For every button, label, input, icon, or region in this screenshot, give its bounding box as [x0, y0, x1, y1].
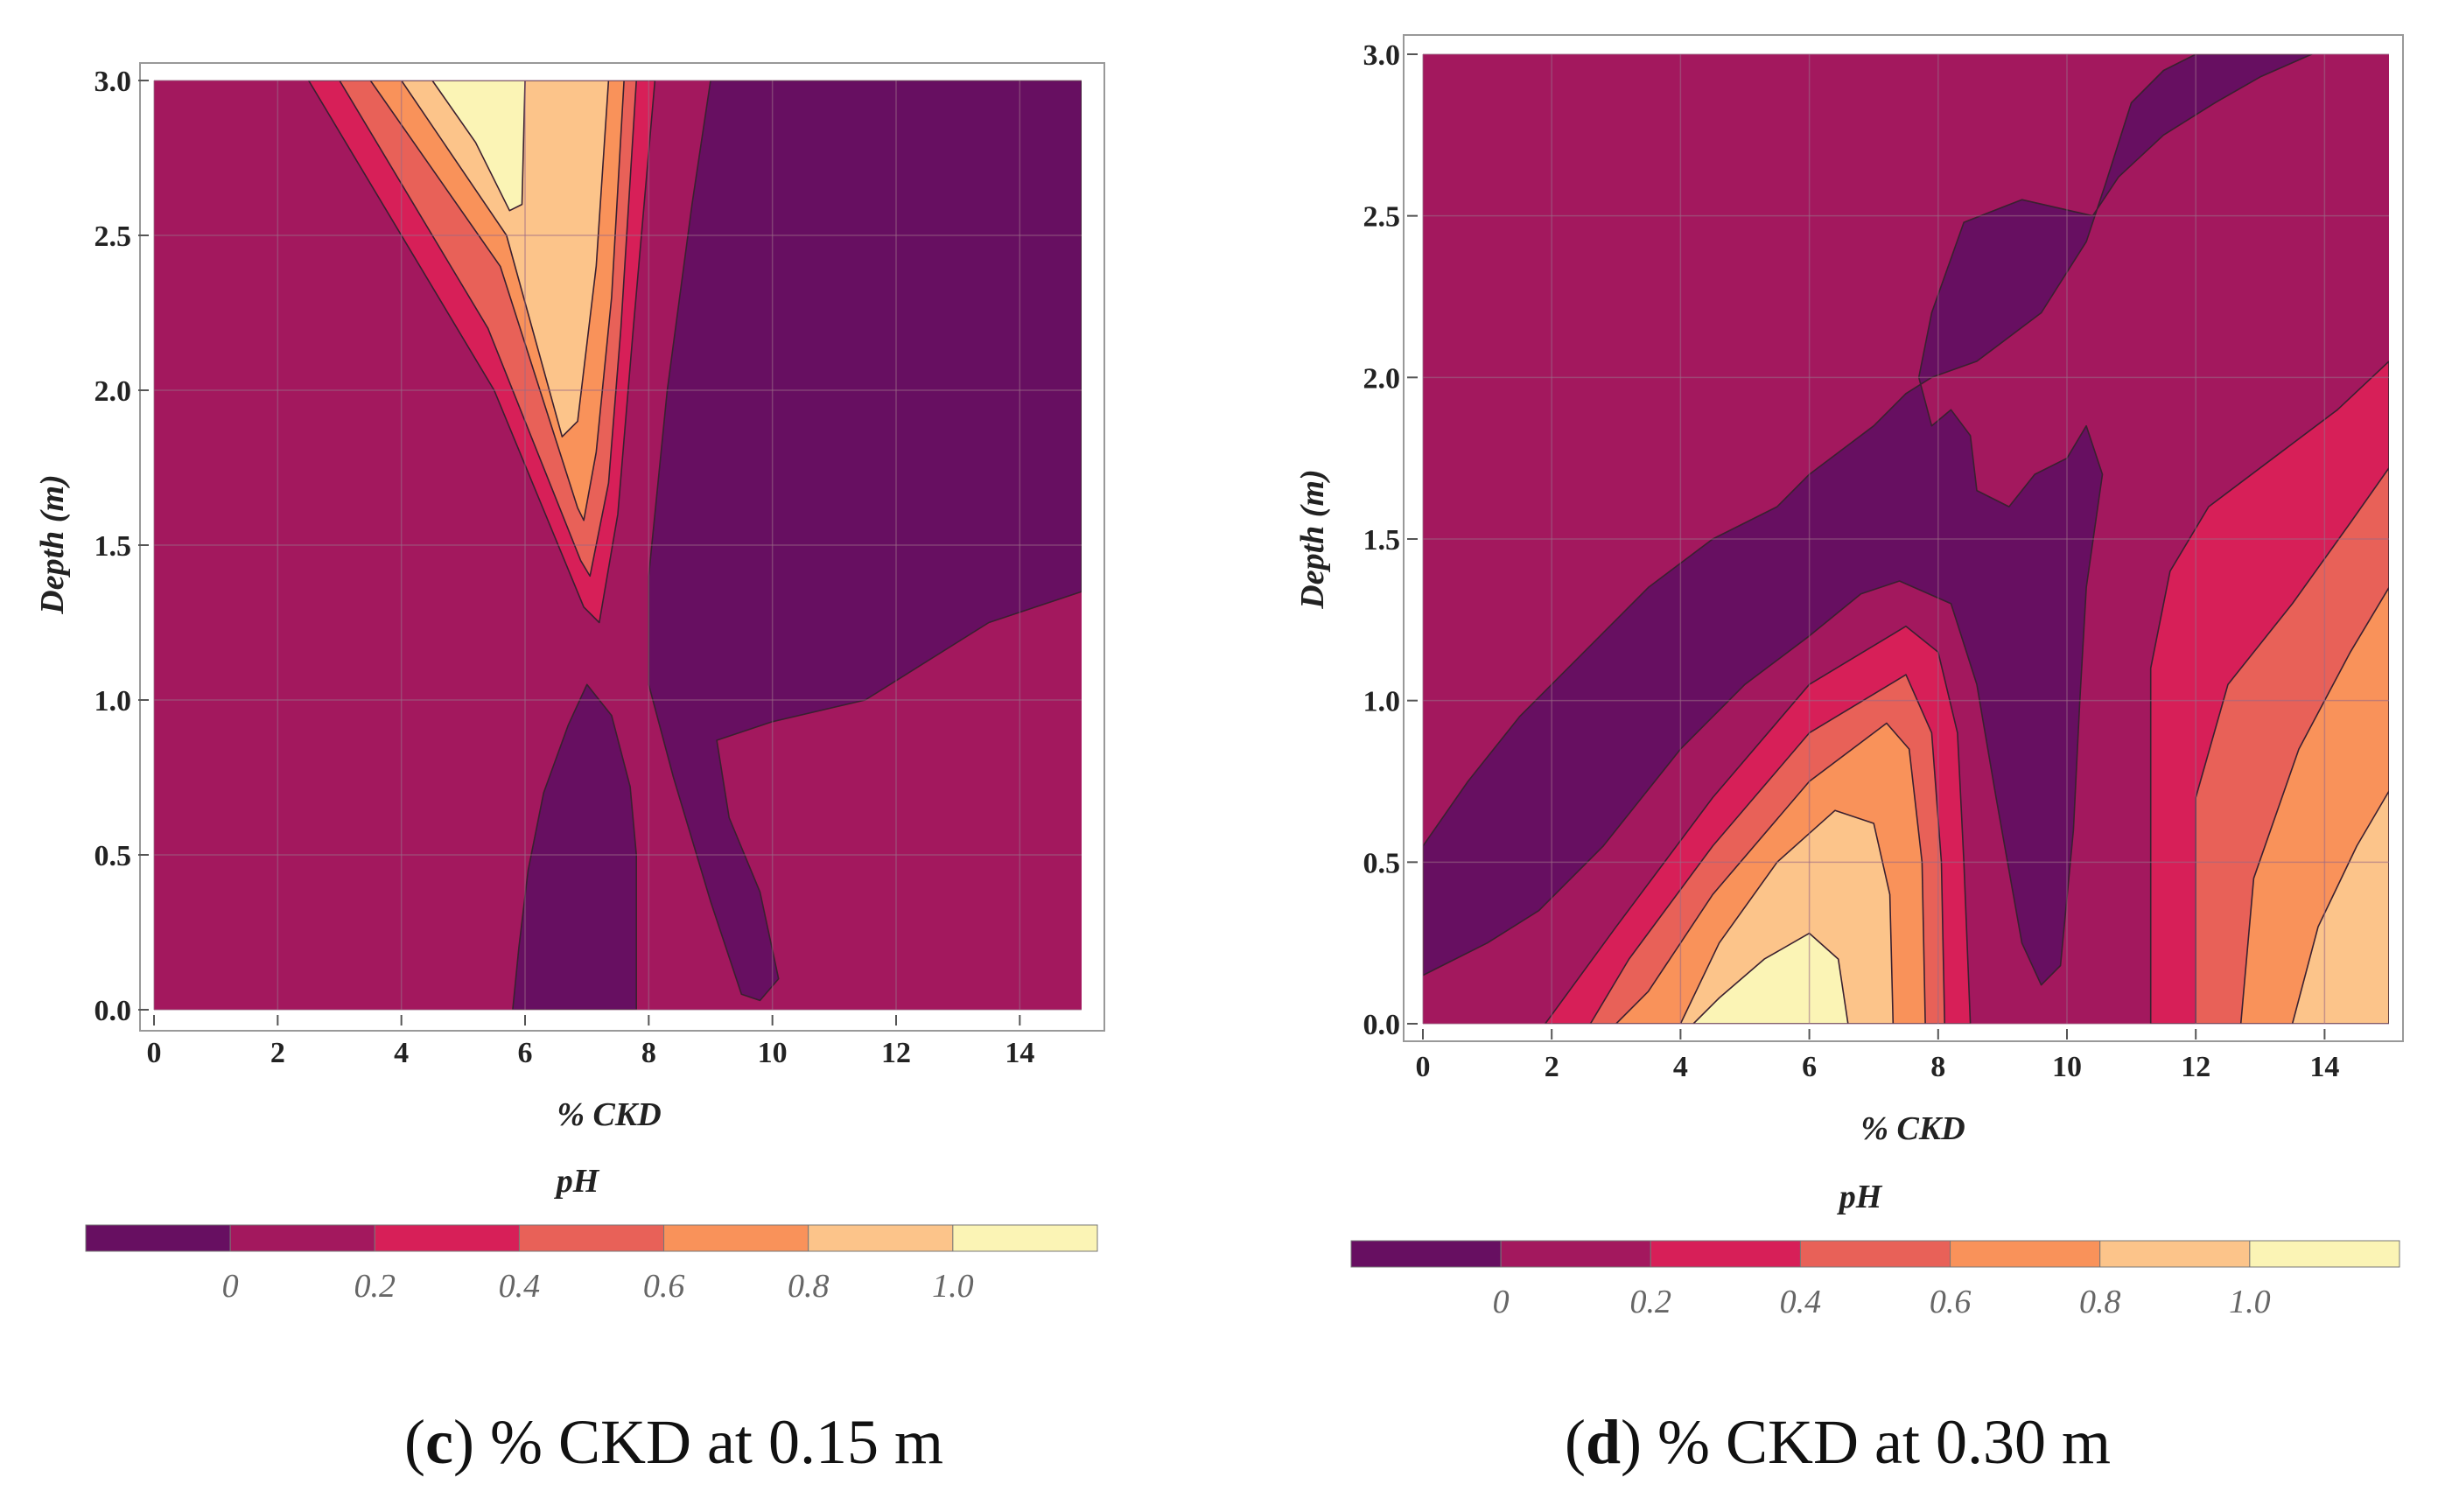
- caption-letter-d: d: [1586, 1407, 1621, 1477]
- x-tick-label: 2: [1545, 1051, 1559, 1083]
- y-tick-label: 1.0: [95, 685, 132, 718]
- contour-region-band-08-10: [2291, 790, 2389, 1024]
- colorbar-tick-label: 0.6: [643, 1268, 685, 1305]
- y-axis-label-d: Depth (m): [1294, 469, 1331, 609]
- y-tick-label: 0.5: [1363, 847, 1401, 879]
- colorbar-tick-label: 0: [1493, 1284, 1510, 1320]
- y-tick-label: 0.0: [95, 995, 132, 1027]
- colorbar-swatch-band-0-02: [229, 1224, 375, 1252]
- colorbar-swatch-band-lt0: [85, 1224, 231, 1252]
- caption-text-c: % CKD at 0.15 m: [490, 1407, 943, 1477]
- panel-c: 0 2 4 6 8 10 12 14 0.0 0.5 1.0 1.5 2.0 2.5 3.0 % CKD D…: [34, 62, 1105, 1477]
- x-tick-label: 14: [2309, 1051, 2339, 1083]
- colorbar-swatch-band-02-04: [1650, 1240, 1801, 1268]
- x-tick-label: 12: [881, 1037, 911, 1069]
- contour-plot-c: [154, 80, 1082, 1010]
- colorbar-tick-label: 0.6: [1930, 1284, 1972, 1320]
- colorbar-tick-label: 0.8: [788, 1268, 830, 1305]
- caption-d: (d) % CKD at 0.30 m: [1565, 1407, 2111, 1477]
- grid-d: [1422, 53, 2389, 1025]
- colorbar-swatch-band-08-10: [2099, 1240, 2251, 1268]
- y-tick-label: 2.0: [95, 375, 132, 408]
- y-tick-label: 0.0: [1363, 1009, 1401, 1041]
- y-tick-label: 1.5: [95, 530, 132, 563]
- y-tick-label: 0.5: [95, 840, 132, 872]
- colorbar-swatch-band-06-08: [1950, 1240, 2101, 1268]
- colorbar-tick-label: 0.4: [499, 1268, 541, 1305]
- colorbar-title-d: pH: [1837, 1179, 1883, 1215]
- caption-text-d: % CKD at 0.30 m: [1657, 1407, 2111, 1477]
- colorbar-title-c: pH: [554, 1163, 600, 1200]
- x-axis-label-c: % CKD: [557, 1096, 661, 1133]
- x-axis-label-d: % CKD: [1860, 1110, 1965, 1147]
- y-tick-label: 2.0: [1363, 362, 1401, 395]
- x-tick-label: 10: [758, 1037, 788, 1069]
- x-tick-label: 12: [2181, 1051, 2210, 1083]
- y-tick-label: 3.0: [1363, 39, 1401, 72]
- axis-ticks-d: 0 2 4 6 8 10 12 14 0.0 0.5 1.0 1.5 2.0 2.5 3.0: [1363, 39, 2340, 1083]
- x-tick-label: 4: [1673, 1051, 1688, 1083]
- colorbar-tick-label: 0: [222, 1268, 239, 1305]
- colorbar-swatch-band-lt0: [1350, 1240, 1502, 1268]
- panel-d: 0 2 4 6 8 10 12 14 0.0 0.5 1.0 1.5 2.0 2.5 3.0 % CKD D…: [1294, 34, 2404, 1477]
- y-tick-label: 1.0: [1363, 686, 1401, 718]
- x-tick-label: 2: [270, 1037, 285, 1069]
- contour-region-band-gt10: [431, 80, 526, 212]
- colorbar-tick-label: 0.8: [2079, 1284, 2121, 1320]
- colorbar-swatch-band-gt10: [952, 1224, 1098, 1252]
- colorbar-d: 0 0.2 0.4 0.6 0.8 1.0: [1350, 1240, 2400, 1320]
- colorbar-tick-label: 0.4: [1780, 1284, 1822, 1320]
- colorbar-swatch-band-04-06: [1799, 1240, 1951, 1268]
- grid-c: [153, 80, 1082, 1011]
- colorbar-swatch-band-0-02: [1500, 1240, 1651, 1268]
- x-tick-label: 6: [1802, 1051, 1817, 1083]
- x-tick-label: 0: [1416, 1051, 1431, 1083]
- caption-letter-c: c: [425, 1407, 453, 1477]
- colorbar-tick-label: 0.2: [1630, 1284, 1672, 1320]
- y-axis-label-c: Depth (m): [34, 474, 71, 614]
- x-tick-label: 0: [147, 1037, 162, 1069]
- caption-c: (c) % CKD at 0.15 m: [404, 1407, 943, 1477]
- x-tick-label: 14: [1005, 1037, 1034, 1069]
- axis-ticks-c: 0 2 4 6 8 10 12 14 0.0 0.5 1.0 1.5 2.0 2.5 3.0: [95, 66, 1035, 1069]
- colorbar-swatch-band-08-10: [808, 1224, 954, 1252]
- x-tick-label: 10: [2052, 1051, 2082, 1083]
- colorbar-tick-label: 1.0: [932, 1268, 974, 1305]
- y-tick-label: 1.5: [1363, 524, 1401, 556]
- y-tick-label: 2.5: [95, 220, 132, 253]
- colorbar-swatch-band-02-04: [374, 1224, 520, 1252]
- colorbar-swatch-band-04-06: [518, 1224, 665, 1252]
- colorbar-swatch-band-gt10: [2249, 1240, 2400, 1268]
- contour-region-band-lt0: [1423, 54, 2313, 986]
- colorbar-tick-label: 0.2: [354, 1268, 396, 1305]
- x-tick-label: 8: [1930, 1051, 1945, 1083]
- y-tick-label: 2.5: [1363, 201, 1401, 234]
- x-tick-label: 6: [518, 1037, 533, 1069]
- panel-c-frame: [139, 62, 1105, 1032]
- x-tick-label: 8: [641, 1037, 656, 1069]
- colorbar-tick-label: 1.0: [2229, 1284, 2271, 1320]
- y-tick-label: 3.0: [95, 66, 132, 98]
- panel-d-frame: [1403, 34, 2404, 1042]
- colorbar-swatch-band-06-08: [663, 1224, 809, 1252]
- colorbar-c: 0 0.2 0.4 0.6 0.8 1.0: [85, 1224, 1098, 1305]
- x-tick-label: 4: [394, 1037, 409, 1069]
